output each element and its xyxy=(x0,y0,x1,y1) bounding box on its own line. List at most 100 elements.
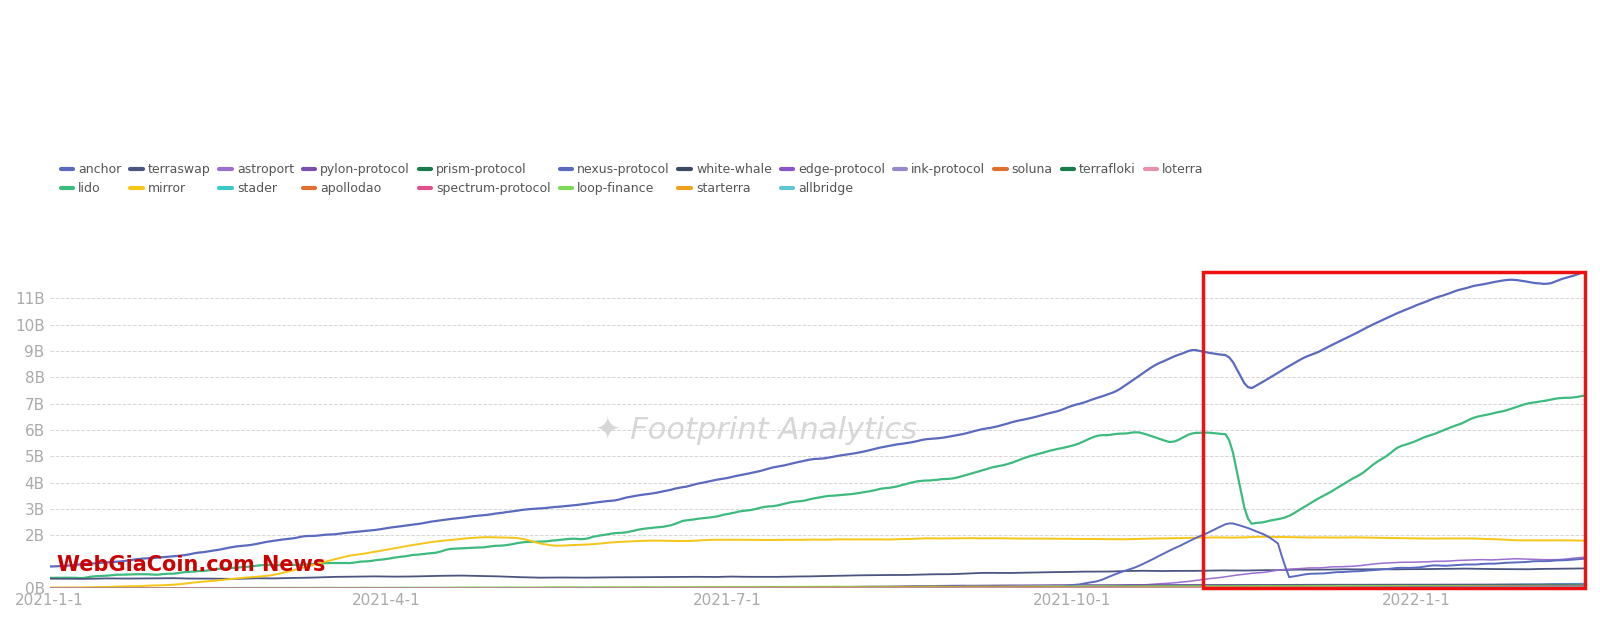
pylon-protocol xyxy=(456,584,475,592)
Line: white-whale: white-whale xyxy=(50,586,1586,588)
loop-finance xyxy=(674,583,693,591)
nexus-protocol xyxy=(1202,528,1221,535)
Line: astroport: astroport xyxy=(50,557,1586,588)
anchor xyxy=(1202,350,1221,357)
spectrum-protocol xyxy=(40,584,59,592)
terraswap xyxy=(1205,567,1224,574)
ink-protocol xyxy=(40,584,59,592)
allbridge xyxy=(1205,584,1224,591)
Line: terraswap: terraswap xyxy=(50,568,1586,579)
mirror xyxy=(40,584,59,591)
anchor xyxy=(1576,268,1595,275)
edge-protocol xyxy=(414,584,434,592)
edge-protocol xyxy=(669,584,688,592)
terrafloki xyxy=(1576,584,1595,591)
white-whale xyxy=(459,584,478,591)
loterra xyxy=(88,584,107,592)
edge-protocol xyxy=(1568,583,1587,590)
ink-protocol xyxy=(1576,584,1595,591)
white-whale xyxy=(96,584,115,592)
lido xyxy=(1576,392,1595,399)
soluna xyxy=(674,584,693,592)
Line: nexus-protocol: nexus-protocol xyxy=(50,523,1586,588)
terrafloki xyxy=(414,584,434,592)
apollodao xyxy=(1557,583,1576,591)
loop-finance xyxy=(93,584,112,591)
apollodao xyxy=(414,584,434,592)
allbridge xyxy=(674,584,693,592)
allbridge xyxy=(422,584,442,592)
nexus-protocol xyxy=(1576,555,1595,563)
Line: allbridge: allbridge xyxy=(50,587,1586,588)
Line: stader: stader xyxy=(50,583,1586,588)
lido xyxy=(1205,429,1224,437)
Line: starterra: starterra xyxy=(50,586,1586,588)
stader xyxy=(414,584,434,592)
starterra xyxy=(674,584,693,591)
astroport xyxy=(1202,575,1221,583)
terraswap xyxy=(1568,564,1587,572)
mirror xyxy=(459,535,478,542)
loop-finance xyxy=(141,584,160,592)
mirror xyxy=(1253,533,1272,541)
allbridge xyxy=(51,584,70,592)
spectrum-protocol xyxy=(418,584,437,592)
loop-finance xyxy=(422,584,442,591)
terraswap xyxy=(1576,564,1595,572)
stader xyxy=(456,584,475,592)
terrafloki xyxy=(93,584,112,592)
nexus-protocol xyxy=(93,584,112,592)
ink-protocol xyxy=(418,584,437,592)
terrafloki xyxy=(674,584,693,592)
starterra xyxy=(40,584,59,592)
pylon-protocol xyxy=(414,584,434,592)
allbridge xyxy=(459,584,478,592)
white-whale xyxy=(674,584,693,591)
mirror xyxy=(96,583,115,591)
lido xyxy=(422,549,442,557)
ink-protocol xyxy=(669,584,688,592)
astroport xyxy=(414,584,434,592)
starterra xyxy=(459,584,478,591)
prism-protocol xyxy=(1202,582,1221,589)
lido xyxy=(40,574,59,581)
edge-protocol xyxy=(1202,584,1221,592)
prism-protocol xyxy=(456,584,475,592)
white-whale xyxy=(422,584,442,591)
soluna xyxy=(40,584,59,592)
prism-protocol xyxy=(93,584,112,592)
loterra xyxy=(96,584,115,592)
white-whale xyxy=(418,584,437,591)
Line: prism-protocol: prism-protocol xyxy=(50,585,1586,588)
soluna xyxy=(422,584,442,592)
terraswap xyxy=(224,575,243,583)
terraswap xyxy=(459,572,478,579)
white-whale xyxy=(40,584,59,592)
prism-protocol xyxy=(40,584,59,592)
edge-protocol xyxy=(418,584,437,592)
allbridge xyxy=(96,584,115,592)
astroport xyxy=(669,584,688,592)
lido xyxy=(674,517,693,525)
allbridge xyxy=(1576,583,1595,591)
mirror xyxy=(422,538,442,546)
Legend: anchor, lido, terraswap, mirror, astroport, stader, pylon-protocol, apollodao, p: anchor, lido, terraswap, mirror, astropo… xyxy=(56,158,1208,201)
prism-protocol xyxy=(418,584,437,592)
nexus-protocol xyxy=(1219,520,1238,527)
starterra xyxy=(96,584,115,592)
soluna xyxy=(1576,584,1595,591)
Line: anchor: anchor xyxy=(50,272,1586,566)
terrafloki xyxy=(1205,584,1224,592)
spectrum-protocol xyxy=(1560,584,1579,591)
Line: spectrum-protocol: spectrum-protocol xyxy=(50,587,1586,588)
white-whale xyxy=(1576,583,1595,590)
spectrum-protocol xyxy=(414,584,434,592)
terrafloki xyxy=(459,584,478,592)
pylon-protocol xyxy=(1576,581,1595,588)
spectrum-protocol xyxy=(456,584,475,592)
prism-protocol xyxy=(414,584,434,592)
stader xyxy=(669,584,688,592)
apollodao xyxy=(418,584,437,592)
ink-protocol xyxy=(1202,584,1221,592)
Line: loop-finance: loop-finance xyxy=(50,586,1586,588)
